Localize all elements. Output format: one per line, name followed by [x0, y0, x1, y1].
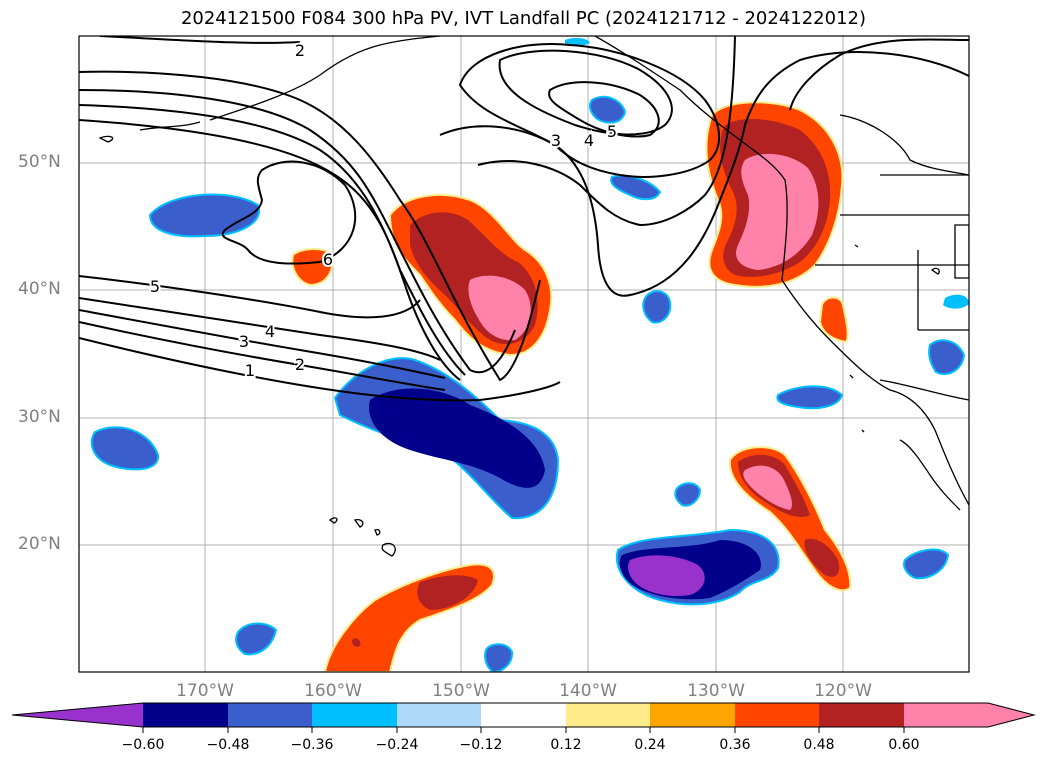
contour-label: 5 [607, 122, 617, 141]
colorbar-tick-label: −0.60 [121, 737, 165, 753]
contour-label: 5 [150, 277, 160, 296]
contour-label: 2 [295, 355, 305, 374]
colorbar-tick-label: −0.48 [206, 737, 250, 753]
lat-label-20n: 20°N [18, 534, 61, 554]
colorbar-segment [228, 703, 312, 727]
lon-label-120w: 120°W [814, 681, 872, 701]
map-title: 2024121500 F084 300 hPa PV, IVT Landfall… [180, 8, 867, 29]
colorbar-tick-label: 0.24 [634, 737, 666, 753]
map-frame [78, 35, 970, 673]
colorbar-tick-label: −0.36 [290, 737, 334, 753]
colorbar-segment [312, 703, 397, 727]
colorbar-segment [143, 703, 228, 727]
colorbar-segment [481, 703, 566, 727]
colorbar-segment [735, 703, 819, 727]
colorbar-tick-label: 0.48 [803, 737, 835, 753]
lon-label-160w: 160°W [304, 681, 362, 701]
colorbar-segment [566, 703, 650, 727]
contour-labels: 2 5 4 3 2 1 3 4 5 6 [148, 39, 619, 382]
colorbar-tick-label: 0.12 [550, 737, 582, 753]
contour-label: 3 [239, 332, 249, 351]
contour-label: 4 [265, 322, 275, 341]
lon-label-140w: 140°W [559, 681, 617, 701]
colorbar-tick-label: −0.24 [375, 737, 419, 753]
contour-label: 1 [245, 361, 255, 380]
colorbar-tick-label: 0.36 [719, 737, 751, 753]
negative-ivt-regions [90, 37, 969, 672]
positive-ivt-regions [291, 101, 852, 672]
colorbar [11, 700, 1038, 733]
lon-label-170w: 170°W [176, 681, 234, 701]
colorbar-segment [650, 703, 735, 727]
lat-label-50n: 50°N [18, 152, 61, 172]
contour-label: 4 [584, 131, 594, 150]
contour-label: 2 [295, 41, 305, 60]
colorbar-tick-label: 0.60 [888, 737, 920, 753]
coastlines [98, 36, 969, 557]
lat-label-30n: 30°N [18, 407, 61, 427]
colorbar-tick-label: −0.12 [459, 737, 503, 753]
colorbar-segment [819, 703, 904, 727]
lon-label-130w: 130°W [687, 681, 745, 701]
lon-label-150w: 150°W [432, 681, 490, 701]
lat-label-40n: 40°N [18, 279, 61, 299]
contour-label: 6 [323, 250, 333, 269]
contour-label: 3 [551, 131, 561, 150]
pv-contours [79, 36, 969, 402]
colorbar-segment [397, 703, 481, 727]
